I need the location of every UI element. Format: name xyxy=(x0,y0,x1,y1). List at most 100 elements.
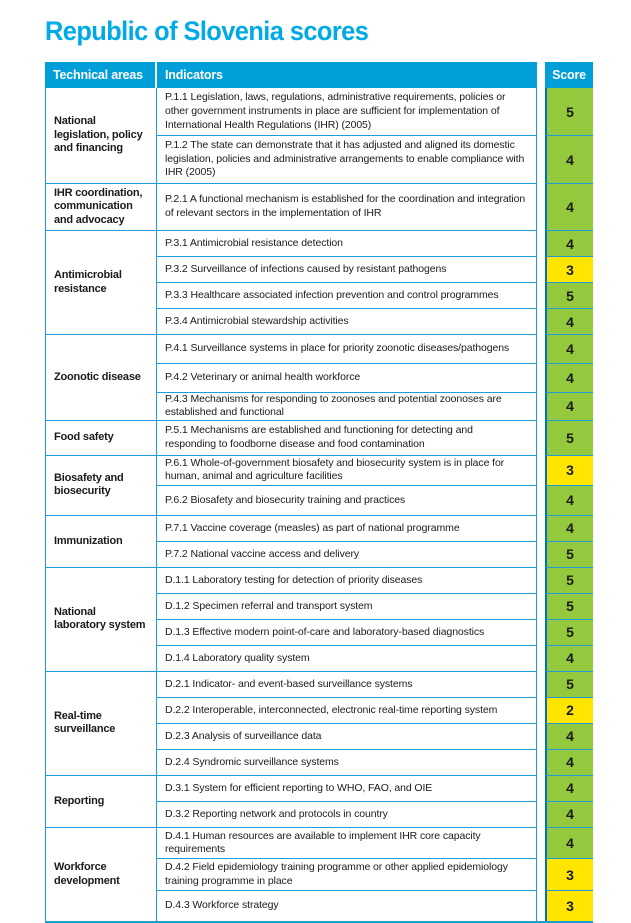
column-gap xyxy=(537,541,545,567)
column-header-technical-areas: Technical areas xyxy=(45,62,157,88)
column-gap xyxy=(537,645,545,671)
column-gap xyxy=(537,671,545,697)
score-cell: 4 xyxy=(545,800,593,827)
area-group: Food safety P.5.1 Mechanisms are establis… xyxy=(45,420,593,455)
table-row: P.6.2 Biosafety and biosecurity training… xyxy=(157,484,593,515)
indicator-rows: P.7.1 Vaccine coverage (measles) as part… xyxy=(157,514,593,567)
indicator-cell: P.3.1 Antimicrobial resistance detection xyxy=(157,230,537,257)
table-row: P.1.1 Legislation, laws, regulations, ad… xyxy=(157,88,593,136)
column-gap xyxy=(537,515,545,541)
column-gap xyxy=(537,723,545,749)
score-cell: 5 xyxy=(545,540,593,567)
table-row: P.3.4 Antimicrobial stewardship activiti… xyxy=(157,308,593,335)
area-group: Zoonotic disease P.4.1 Surveillance syste… xyxy=(45,334,593,421)
score-cell: 5 xyxy=(545,420,593,455)
area-group: Antimicrobial resistance P.3.1 Antimicrob… xyxy=(45,230,593,335)
indicator-rows: P.5.1 Mechanisms are established and fun… xyxy=(157,420,593,455)
column-gap xyxy=(537,88,545,135)
score-cell: 2 xyxy=(545,696,593,723)
score-cell: 5 xyxy=(545,670,593,697)
score-cell: 5 xyxy=(545,566,593,593)
column-gap xyxy=(537,455,545,485)
indicator-cell: P.2.1 A functional mechanism is establis… xyxy=(157,182,537,231)
column-gap xyxy=(537,593,545,619)
column-header-indicators: Indicators xyxy=(157,62,537,88)
column-gap xyxy=(537,334,545,363)
indicator-cell: D.3.1 System for efficient reporting to … xyxy=(157,774,537,801)
score-cell: 3 xyxy=(545,858,593,890)
area-group: Biosafety and biosecurity P.6.1 Whole-of-… xyxy=(45,454,593,515)
area-group: Immunization P.7.1 Vaccine coverage (meas… xyxy=(45,514,593,567)
score-cell: 4 xyxy=(545,230,593,257)
score-cell: 4 xyxy=(545,774,593,801)
table-row: P.3.1 Antimicrobial resistance detection… xyxy=(157,230,593,257)
area-group: IHR coordination, communication and advo… xyxy=(45,182,593,231)
column-gap xyxy=(537,135,545,182)
indicator-cell: D.1.1 Laboratory testing for detection o… xyxy=(157,566,537,593)
indicator-cell: D.1.3 Effective modern point-of-care and… xyxy=(157,618,537,645)
score-cell: 4 xyxy=(545,484,593,515)
column-gap xyxy=(537,230,545,256)
table-row: D.3.1 System for efficient reporting to … xyxy=(157,774,593,801)
table-row: D.1.3 Effective modern point-of-care and… xyxy=(157,618,593,645)
indicator-cell: D.2.4 Syndromic surveillance systems xyxy=(157,748,537,775)
table-row: P.4.2 Veterinary or animal health workfo… xyxy=(157,362,593,392)
column-gap xyxy=(537,749,545,775)
table-row: D.4.1 Human resources are available to i… xyxy=(157,826,593,859)
score-cell: 4 xyxy=(545,514,593,541)
score-cell: 4 xyxy=(545,826,593,859)
indicator-cell: P.4.2 Veterinary or animal health workfo… xyxy=(157,362,537,392)
score-cell: 4 xyxy=(545,362,593,392)
score-cell: 4 xyxy=(545,391,593,421)
column-gap xyxy=(537,697,545,723)
score-cell: 4 xyxy=(545,135,593,183)
indicator-rows: P.6.1 Whole-of-government biosafety and … xyxy=(157,454,593,515)
column-gap xyxy=(537,567,545,593)
indicator-cell: D.3.2 Reporting network and protocols in… xyxy=(157,800,537,827)
table-row: D.2.4 Syndromic surveillance systems 4 xyxy=(157,748,593,775)
technical-area-cell: Workforce development xyxy=(45,826,157,922)
technical-area-cell: Real-time surveillance xyxy=(45,670,157,775)
header-column-gap xyxy=(537,62,545,88)
table-row: D.2.3 Analysis of surveillance data 4 xyxy=(157,722,593,749)
column-gap xyxy=(537,775,545,801)
indicator-cell: P.1.2 The state can demonstrate that it … xyxy=(157,135,537,183)
page-title: Republic of Slovenia scores xyxy=(45,16,369,46)
table-row: P.2.1 A functional mechanism is establis… xyxy=(157,182,593,231)
indicator-cell: P.3.2 Surveillance of infections caused … xyxy=(157,256,537,283)
indicator-cell: P.7.1 Vaccine coverage (measles) as part… xyxy=(157,514,537,541)
area-group: National legislation, policy and financi… xyxy=(45,88,593,183)
column-gap xyxy=(537,801,545,827)
indicator-rows: P.4.1 Surveillance systems in place for … xyxy=(157,334,593,421)
area-group: National laboratory system D.1.1 Laborato… xyxy=(45,566,593,671)
score-cell: 3 xyxy=(545,889,593,922)
table-row: P.6.1 Whole-of-government biosafety and … xyxy=(157,454,593,485)
table-row: P.4.3 Mechanisms for responding to zoono… xyxy=(157,391,593,421)
table-row: D.1.4 Laboratory quality system 4 xyxy=(157,644,593,671)
area-group: Reporting D.3.1 System for efficient repo… xyxy=(45,774,593,827)
column-gap xyxy=(537,619,545,645)
score-cell: 4 xyxy=(545,748,593,775)
technical-area-cell: Biosafety and biosecurity xyxy=(45,454,157,515)
table-row: P.5.1 Mechanisms are established and fun… xyxy=(157,420,593,455)
technical-area-cell: National laboratory system xyxy=(45,566,157,671)
score-cell: 3 xyxy=(545,454,593,485)
score-cell: 5 xyxy=(545,282,593,309)
table-row: D.4.3 Workforce strategy 3 xyxy=(157,889,593,922)
table-row: D.1.1 Laboratory testing for detection o… xyxy=(157,566,593,593)
column-gap xyxy=(537,308,545,334)
indicator-rows: D.1.1 Laboratory testing for detection o… xyxy=(157,566,593,671)
column-gap xyxy=(537,256,545,282)
table-row: P.3.2 Surveillance of infections caused … xyxy=(157,256,593,283)
column-gap xyxy=(537,183,545,230)
score-cell: 4 xyxy=(545,644,593,671)
indicator-rows: D.4.1 Human resources are available to i… xyxy=(157,826,593,922)
technical-area-cell: National legislation, policy and financi… xyxy=(45,88,157,183)
table-row: D.2.1 Indicator- and event-based surveil… xyxy=(157,670,593,697)
scores-table: Technical areas Indicators Score Nationa… xyxy=(45,62,593,923)
indicator-cell: P.3.3 Healthcare associated infection pr… xyxy=(157,282,537,309)
technical-area-cell: Immunization xyxy=(45,514,157,567)
table-body: National legislation, policy and financi… xyxy=(45,88,593,922)
technical-area-cell: Antimicrobial resistance xyxy=(45,230,157,335)
indicator-rows: D.2.1 Indicator- and event-based surveil… xyxy=(157,670,593,775)
